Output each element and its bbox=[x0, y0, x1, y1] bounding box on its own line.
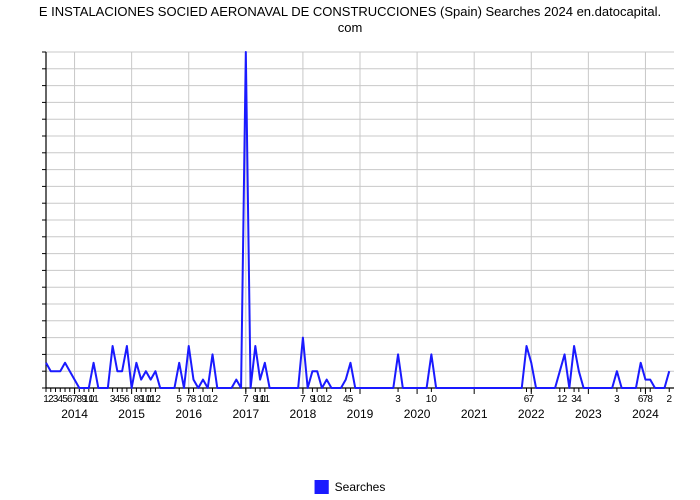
x-minor-tick-label: 10 bbox=[426, 394, 438, 405]
x-minor-tick-label: 11 bbox=[260, 394, 271, 405]
x-minor-tick-label: 5 bbox=[348, 394, 354, 405]
x-year-tick-label: 2022 bbox=[518, 407, 545, 421]
x-year-tick-label: 2023 bbox=[575, 407, 602, 421]
x-year-tick-label: 2014 bbox=[61, 407, 88, 421]
legend: Searches bbox=[315, 480, 386, 494]
x-year-tick-label: 2019 bbox=[347, 407, 374, 421]
chart-svg: 0246810121416182022242628303234363840123… bbox=[40, 46, 680, 436]
x-minor-tick-label: 7 bbox=[528, 394, 534, 405]
x-year-tick-label: 2020 bbox=[404, 407, 431, 421]
x-minor-tick-label: 3 bbox=[395, 394, 401, 405]
searches-chart: E INSTALACIONES SOCIED AERONAVAL DE CONS… bbox=[0, 0, 700, 500]
x-minor-tick-label: 7 bbox=[300, 394, 306, 405]
x-year-tick-label: 2016 bbox=[175, 407, 202, 421]
x-minor-tick-label: 6 bbox=[124, 394, 130, 405]
x-minor-tick-label: 5 bbox=[176, 394, 182, 405]
legend-label: Searches bbox=[335, 480, 386, 494]
x-minor-tick-label: 4 bbox=[576, 394, 582, 405]
x-year-tick-label: 2021 bbox=[461, 407, 488, 421]
chart-title: E INSTALACIONES SOCIED AERONAVAL DE CONS… bbox=[0, 4, 700, 36]
x-minor-tick-label: 8 bbox=[191, 394, 197, 405]
plot-area: 0246810121416182022242628303234363840123… bbox=[40, 46, 680, 436]
x-minor-tick-label: 12 bbox=[150, 394, 162, 405]
x-year-tick-label: 2017 bbox=[232, 407, 259, 421]
x-minor-tick-label: 8 bbox=[647, 394, 653, 405]
x-year-tick-label: 2018 bbox=[290, 407, 317, 421]
x-minor-tick-label: 2 bbox=[666, 394, 672, 405]
x-year-tick-label: 2015 bbox=[118, 407, 145, 421]
x-minor-tick-label: 3 bbox=[614, 394, 620, 405]
x-year-tick-label: 2024 bbox=[632, 407, 659, 421]
x-minor-tick-label: 2 bbox=[562, 394, 568, 405]
legend-swatch bbox=[315, 480, 329, 494]
x-minor-tick-label: 7 bbox=[243, 394, 249, 405]
x-minor-tick-label: 12 bbox=[321, 394, 333, 405]
x-minor-tick-label: 12 bbox=[207, 394, 219, 405]
x-minor-tick-label: 11 bbox=[88, 394, 99, 405]
